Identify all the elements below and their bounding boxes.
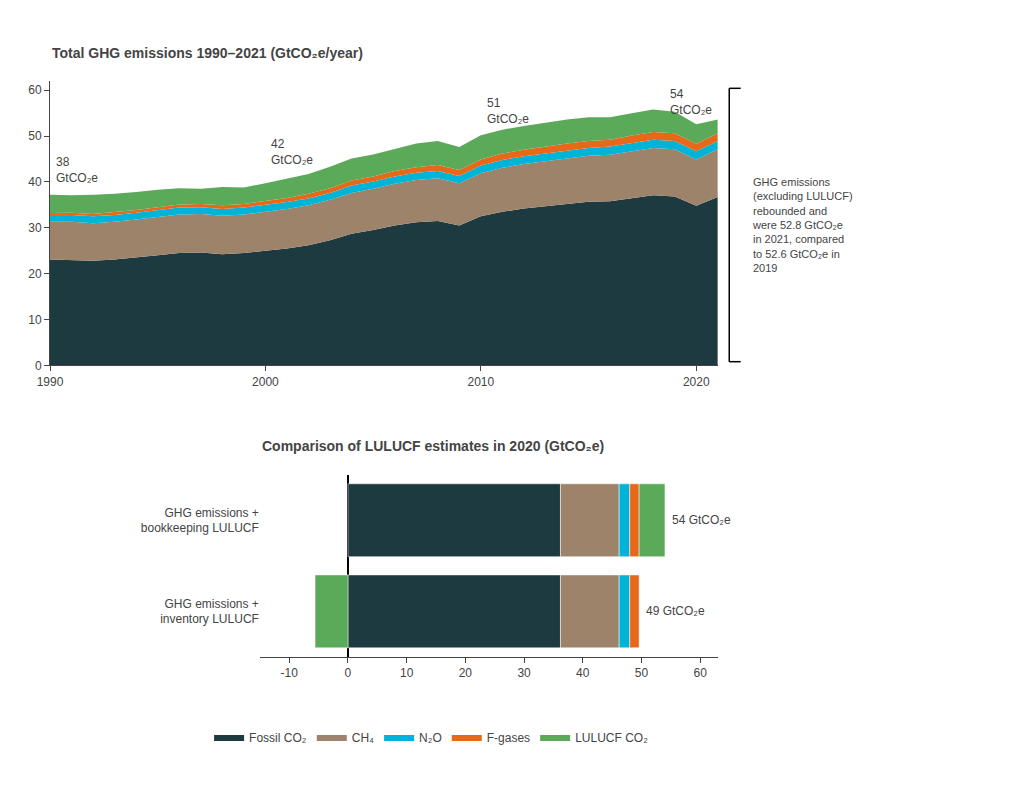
svg-text:2000: 2000 (252, 375, 279, 389)
svg-text:20: 20 (459, 666, 473, 680)
svg-text:1990: 1990 (37, 375, 64, 389)
svg-text:GHG emissions +bookkeeping LUL: GHG emissions +bookkeeping LULUCF (141, 506, 259, 536)
svg-text:40: 40 (28, 175, 42, 189)
svg-text:30: 30 (517, 666, 531, 680)
svg-text:GHG emissions(excluding LULUCF: GHG emissions(excluding LULUCF)rebounded… (752, 176, 853, 274)
svg-text:51GtCO₂e: 51GtCO₂e (487, 96, 529, 126)
svg-text:30: 30 (28, 221, 42, 235)
svg-text:38GtCO₂e: 38GtCO₂e (56, 155, 98, 185)
svg-text:42GtCO₂e: 42GtCO₂e (271, 137, 313, 167)
svg-text:20: 20 (28, 267, 42, 281)
svg-text:LULUCF CO₂: LULUCF CO₂ (575, 731, 648, 745)
svg-text:10: 10 (400, 666, 414, 680)
svg-text:Total GHG emissions 1990–2021: Total GHG emissions 1990–2021 (GtCO₂e/ye… (52, 45, 363, 61)
svg-text:50: 50 (635, 666, 649, 680)
svg-text:2010: 2010 (467, 375, 494, 389)
svg-text:49 GtCO₂e: 49 GtCO₂e (646, 604, 705, 618)
svg-text:Fossil CO₂: Fossil CO₂ (249, 731, 307, 745)
svg-text:54GtCO₂e: 54GtCO₂e (670, 87, 712, 117)
svg-text:-10: -10 (281, 666, 299, 680)
svg-text:N₂O: N₂O (419, 731, 442, 745)
svg-text:2020: 2020 (683, 375, 710, 389)
svg-text:CH₄: CH₄ (352, 731, 374, 745)
svg-text:50: 50 (28, 129, 42, 143)
svg-text:40: 40 (576, 666, 590, 680)
svg-text:GHG emissions +inventory LULUC: GHG emissions +inventory LULUCF (160, 597, 259, 627)
svg-text:Comparison of LULUCF estimates: Comparison of LULUCF estimates in 2020 (… (262, 438, 604, 454)
svg-text:F-gases: F-gases (487, 731, 530, 745)
svg-text:10: 10 (28, 313, 42, 327)
svg-text:0: 0 (35, 359, 42, 373)
svg-text:60: 60 (28, 83, 42, 97)
svg-text:0: 0 (345, 666, 352, 680)
svg-text:54 GtCO₂e: 54 GtCO₂e (672, 513, 731, 527)
svg-text:60: 60 (694, 666, 708, 680)
